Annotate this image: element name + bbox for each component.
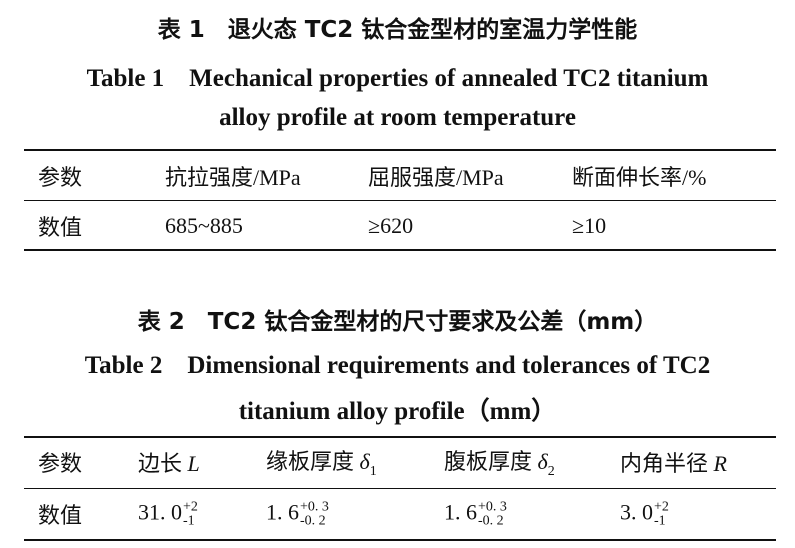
bottom-rule	[24, 249, 776, 251]
lower: -1	[183, 513, 195, 529]
tolerance: +0. 3 -0. 2	[300, 500, 329, 528]
cell: 数值	[38, 498, 82, 530]
caption-en: Table 1 Mechanical properties of anneale…	[86, 65, 709, 92]
caption-en: alloy profile at room temperature	[219, 104, 576, 131]
tolerance: +2 -1	[654, 500, 669, 528]
lower: -1	[654, 513, 666, 529]
header-cell: 断面伸长率/%	[572, 165, 707, 190]
upper: +0. 3	[300, 499, 329, 515]
header-cell: 屈服强度/MPa	[368, 165, 504, 190]
symbol: L	[187, 451, 200, 476]
cell: 31. 0 +2 -1	[138, 500, 198, 529]
subscript: 1	[369, 464, 377, 479]
value: 1. 6	[444, 499, 477, 525]
symbol: δ	[537, 449, 548, 474]
label: 参数	[38, 451, 83, 476]
tolerance: +2 -1	[183, 500, 198, 528]
symbol: R	[713, 451, 727, 476]
label: 数值	[38, 503, 83, 528]
label: 边长	[138, 451, 183, 476]
header-cell: 腹板厚度 δ2	[444, 444, 555, 480]
cell: 数值	[38, 215, 83, 240]
upper: +0. 3	[478, 499, 507, 515]
cell: ≥620	[368, 213, 414, 238]
cell: 3. 0 +2 -1	[620, 500, 669, 529]
subscript: 2	[547, 464, 555, 479]
lower: -0. 2	[300, 513, 326, 529]
value: 1. 6	[266, 499, 299, 525]
tolerance: +0. 3 -0. 2	[478, 500, 507, 528]
mid-rule	[24, 200, 776, 201]
header-cell: 参数	[38, 446, 82, 478]
header-cell: 抗拉强度/MPa	[165, 165, 301, 190]
value: 31. 0	[138, 499, 182, 525]
caption-en: titanium alloy profile（mm）	[238, 398, 557, 425]
caption-cn: 表 2 TC2 钛合金型材的尺寸要求及公差（mm）	[137, 309, 658, 335]
cell: 1. 6 +0. 3 -0. 2	[266, 500, 329, 529]
header-cell: 缘板厚度 δ1	[266, 444, 377, 480]
symbol: δ	[359, 449, 370, 474]
top-rule	[24, 149, 776, 151]
cell: 1. 6 +0. 3 -0. 2	[444, 500, 507, 529]
upper: +2	[183, 499, 198, 515]
label: 缘板厚度	[266, 449, 355, 474]
caption-en: Table 2 Dimensional requirements and tol…	[84, 352, 711, 379]
top-rule	[24, 436, 776, 438]
header-cell: 边长 L	[138, 446, 200, 478]
header-cell: 内角半径 R	[620, 446, 727, 478]
header-cell: 参数	[38, 165, 83, 190]
bottom-rule	[24, 539, 776, 541]
value: 3. 0	[620, 499, 653, 525]
mid-rule	[24, 488, 776, 489]
label: 内角半径	[620, 451, 709, 476]
lower: -0. 2	[478, 513, 504, 529]
cell: 685~885	[165, 213, 243, 238]
upper: +2	[654, 499, 669, 515]
caption-cn: 表 1 退火态 TC2 钛合金型材的室温力学性能	[157, 17, 638, 43]
cell: ≥10	[572, 213, 607, 238]
label: 腹板厚度	[444, 449, 533, 474]
